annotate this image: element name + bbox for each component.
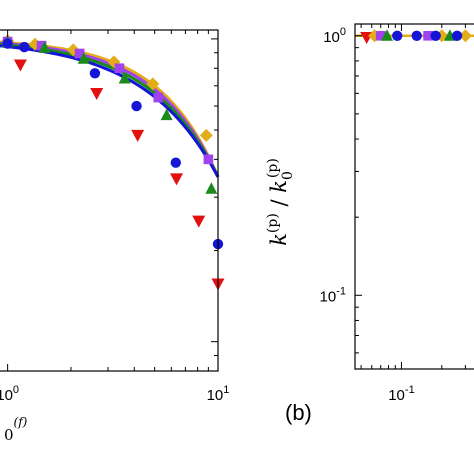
left-series-2-point-5 (205, 182, 218, 194)
left-series-3-point-2 (89, 68, 101, 79)
b-series-4-point-2 (430, 30, 441, 41)
b-series-3-point-0 (381, 29, 394, 41)
left-plot-frame (0, 29, 219, 372)
left-series-2-point-2 (77, 52, 90, 64)
b-series-4-point-0 (392, 30, 403, 41)
left-series-2-point-3 (118, 71, 131, 84)
left-series-3-point-0 (2, 38, 13, 49)
left-series-1-point-5 (203, 154, 214, 165)
panel-label-b: (b) (285, 400, 312, 425)
b-x-tick-label: 10-1 (388, 384, 414, 404)
left-series-2-point-4 (160, 108, 173, 121)
b-plot-frame (354, 23, 474, 370)
left-series-2-point-1 (38, 41, 51, 53)
left-xlabel-fragment: 0(f) (4, 415, 28, 444)
left-series-0-point-4 (146, 77, 160, 91)
left-series-1-point-1 (36, 40, 47, 51)
left-panel: 100 101 0(f) (0, 29, 230, 444)
left-series-4-point-3 (170, 173, 184, 186)
left-series-1-point-2 (74, 48, 85, 59)
left-series-3-point-4 (170, 157, 181, 168)
b-series-2-point-1 (423, 30, 433, 41)
b-y-tick-label: 100 (323, 26, 346, 46)
left-series-3-point-3 (131, 100, 142, 112)
left-series-1-point-3 (114, 63, 125, 74)
panel-b: 100 10-1 10-1 (b) k(p) / k0(p) (265, 23, 474, 425)
left-x-tick-label: 100 (0, 384, 19, 404)
left-series-4-point-1 (90, 88, 104, 101)
left-x-tick-label: 101 (207, 384, 230, 404)
left-series-3-point-1 (19, 41, 30, 53)
left-series-0-point-5 (199, 128, 213, 142)
b-series-4-point-3 (451, 30, 463, 41)
b-series-4-point-1 (411, 30, 422, 41)
b-series-2-point-0 (375, 30, 386, 41)
left-series-0-point-3 (107, 55, 121, 69)
b-series-1-point-2 (458, 29, 472, 43)
b-y-tick-label: 10-1 (320, 285, 346, 305)
left-series-4-point-4 (192, 215, 206, 228)
b-y-axis-label: k(p) / k0(p) (265, 158, 296, 246)
left-series-1-point-4 (153, 92, 164, 103)
left-series-4-point-0 (13, 59, 27, 72)
left-series-4-point-2 (131, 129, 145, 142)
